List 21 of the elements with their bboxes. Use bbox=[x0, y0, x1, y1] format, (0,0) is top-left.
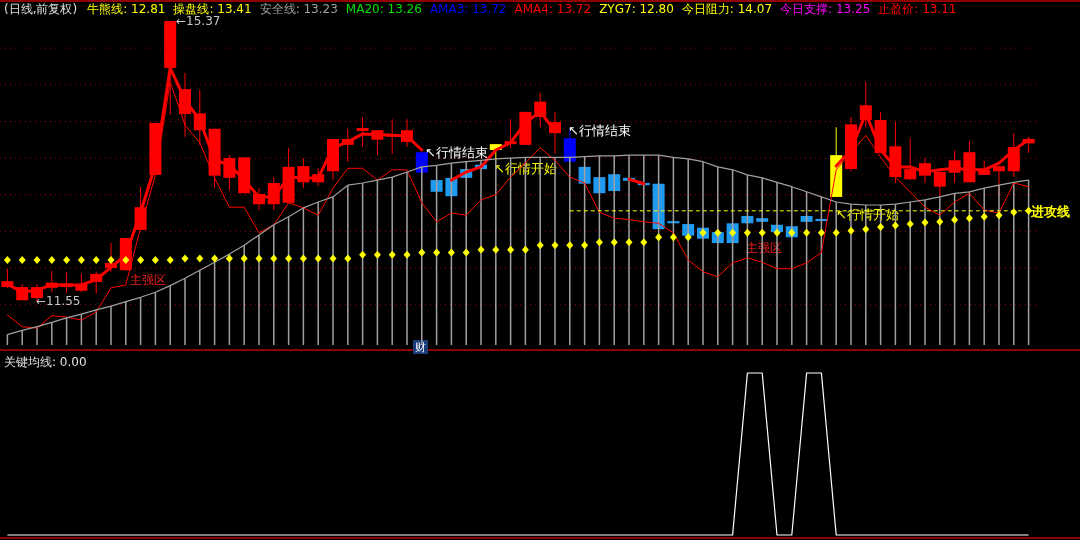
text: ZYG7: 12.80 bbox=[599, 2, 674, 16]
text: 安全线: 13.23 bbox=[259, 2, 338, 16]
candlestick bbox=[356, 116, 369, 148]
text: 今日支撑: 13.25 bbox=[780, 2, 871, 16]
text: MA20: 13.26 bbox=[345, 2, 422, 16]
annotation: 主强区 bbox=[130, 273, 166, 287]
text: 止盈价: 13.11 bbox=[878, 2, 957, 16]
annotation: ←15.37 bbox=[176, 14, 221, 28]
text: 牛熊线: 12.81 bbox=[87, 2, 166, 16]
text: AMA3: 13.72 bbox=[429, 2, 507, 16]
annotation: ↖行情结束 bbox=[568, 123, 631, 138]
annotation: ↖行情结束 bbox=[425, 145, 488, 160]
chart-title: 关键均线: 0.00 bbox=[4, 355, 87, 369]
chart-subtitle: (日线,前复权) bbox=[4, 2, 78, 16]
text: 财 bbox=[415, 341, 426, 354]
candlestick bbox=[904, 137, 917, 181]
text: 操盘线: 13.41 bbox=[173, 2, 252, 16]
ref-line-label: 进攻线 bbox=[1029, 203, 1070, 219]
annotation: ←11.55 bbox=[36, 294, 81, 308]
text: 今日阻力: 14.07 bbox=[681, 2, 773, 16]
text: AMA4: 13.72 bbox=[514, 2, 592, 16]
